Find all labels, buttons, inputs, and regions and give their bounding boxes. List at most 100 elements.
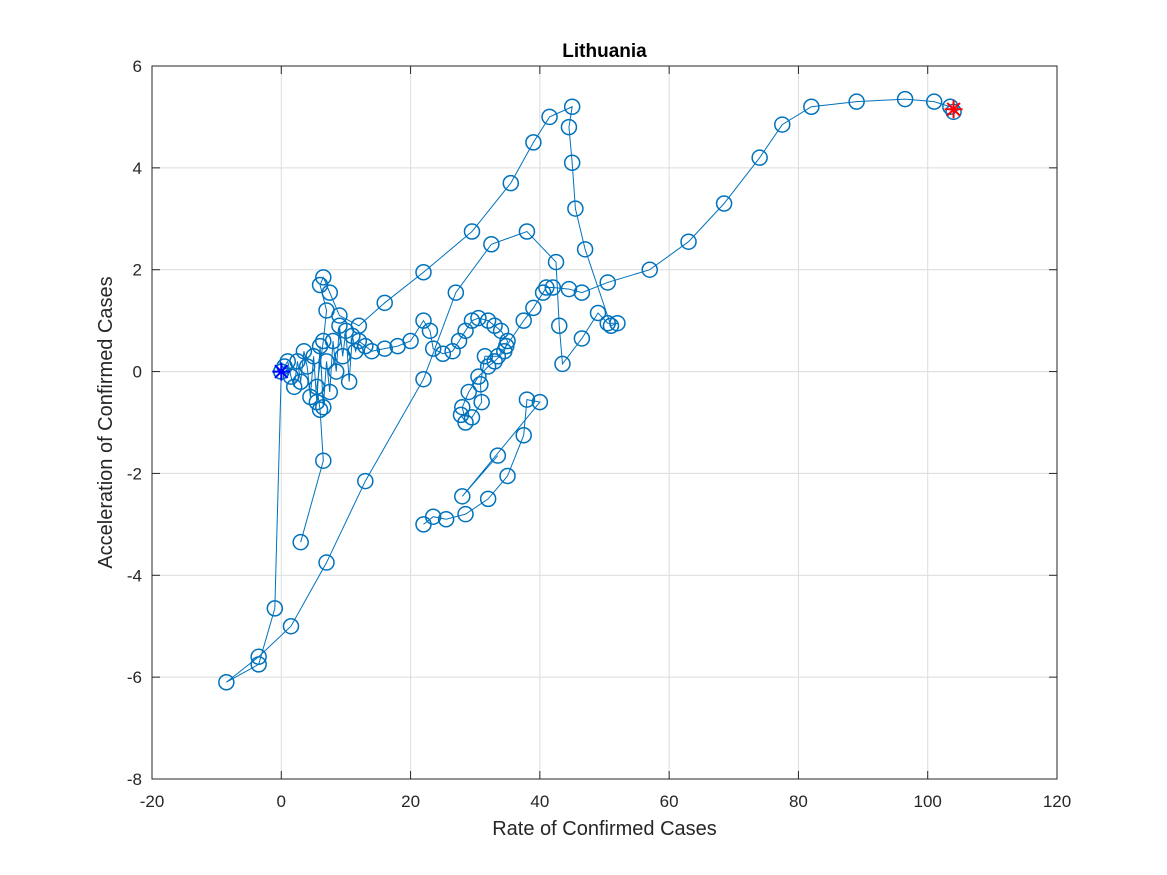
data-point [560,118,578,136]
y-tick-label: 6 [133,57,142,76]
data-point [424,340,442,357]
data-point [573,284,591,301]
data-point [463,409,481,426]
data-point [551,317,568,334]
series-line [280,98,954,423]
data-point [563,154,581,172]
start-marker [272,362,291,381]
data-point [589,304,607,322]
data-point [803,98,820,115]
data-point [315,452,332,469]
data-point [454,398,471,416]
y-tick-label: -6 [127,668,142,687]
data-point [515,426,532,444]
axes-box [151,65,1058,780]
series-line [423,398,541,525]
start-marker-stroke [274,364,289,379]
data-point [327,363,345,380]
data-point [470,368,487,385]
data-point [547,253,565,271]
data-point [457,505,474,523]
data-point [250,656,267,673]
x-tick-label: 80 [789,792,808,811]
data-point [363,342,381,360]
data-point [421,322,439,340]
data-point [476,348,494,365]
data-point [641,261,658,278]
data-point [315,269,332,286]
data-point [489,348,507,365]
data-point [560,280,578,298]
data-point [472,376,489,393]
data-point [340,373,358,391]
data-point [315,398,332,416]
data-point [318,302,335,319]
data-point [415,264,432,281]
plot-area [152,66,1057,779]
data-point [282,617,300,635]
data-point [499,467,516,485]
x-tick-label: 100 [914,792,942,811]
y-tick-label: -4 [127,566,142,585]
data-point [518,223,536,240]
x-tick-label: 20 [401,792,420,811]
data-point [567,200,584,217]
data-point [896,90,914,108]
data-point [599,314,616,332]
data-point [479,358,497,375]
data-point [599,274,616,291]
data-point [525,299,542,317]
data-point [576,241,594,258]
data-point [318,353,335,370]
data-point [573,330,591,347]
data-point [925,93,943,110]
data-point [479,490,497,508]
data-point [437,511,455,528]
end-marker-stroke [946,102,961,117]
y-tick-label: 4 [133,159,142,178]
marker-layer [272,100,963,381]
data-point [460,383,477,401]
data-point [541,108,558,126]
data-point [376,294,393,312]
data-point [415,370,432,388]
data-point [350,317,368,334]
data-point [282,368,300,385]
data-point [434,345,452,362]
data-point [292,533,309,551]
data-point [318,554,335,571]
data-point [544,279,562,296]
data-point [218,673,235,691]
data-point [942,98,959,115]
data-point [463,223,481,240]
data-point [554,355,571,373]
data-point [357,472,374,490]
x-tick-label: 120 [1043,792,1071,811]
data-point [751,149,768,166]
data-point [531,393,549,411]
data-point [266,600,284,617]
data-point [563,98,581,115]
data-point [483,236,500,253]
y-tick-label: 2 [133,261,142,280]
data-point [538,279,555,296]
data-point [452,406,470,424]
data-point [497,337,515,355]
data-point [454,488,471,505]
y-axis-label: Acceleration of Confirmed Cases [95,276,117,568]
data-point [250,648,267,666]
y-tick-label: 0 [133,363,142,382]
x-tick-label: -20 [140,792,165,811]
data-point [680,233,697,250]
data-point [502,174,520,192]
x-axis-label: Rate of Confirmed Cases [492,818,717,840]
data-point [534,284,552,301]
data-point [848,93,865,110]
data-point [308,378,326,396]
data-point [447,284,465,301]
data-point [311,401,329,419]
data-point [424,508,442,525]
data-point [602,317,620,334]
